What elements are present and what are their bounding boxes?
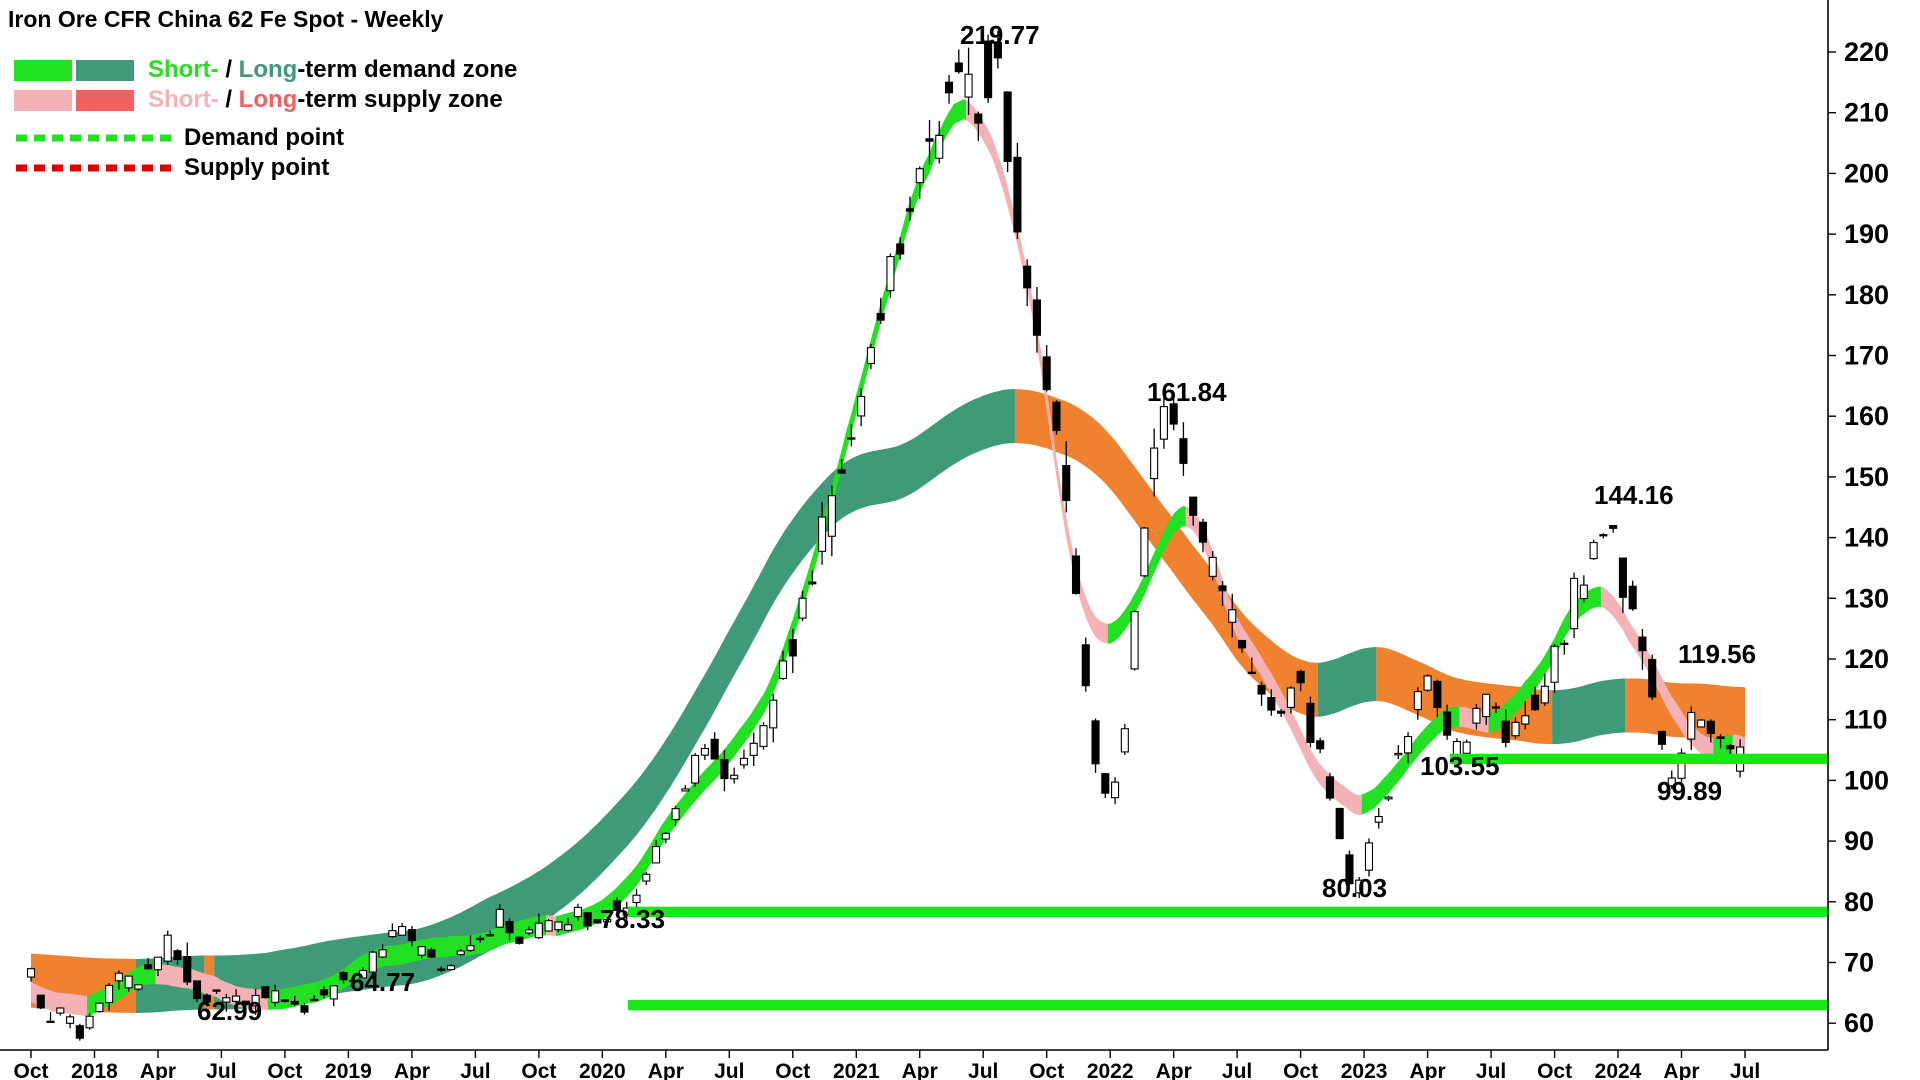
svg-text:110: 110	[1844, 705, 1888, 735]
svg-text:2021: 2021	[833, 1060, 880, 1080]
svg-text:160: 160	[1844, 401, 1889, 431]
svg-text:Jul: Jul	[460, 1060, 490, 1080]
svg-text:Oct: Oct	[267, 1060, 302, 1080]
svg-text:144.16: 144.16	[1594, 480, 1674, 510]
svg-text:120: 120	[1844, 644, 1889, 674]
svg-text:Apr: Apr	[1663, 1060, 1699, 1080]
svg-text:Jul: Jul	[206, 1060, 236, 1080]
svg-text:Jul: Jul	[1476, 1060, 1506, 1080]
svg-text:Apr: Apr	[394, 1060, 430, 1080]
svg-text:Jul: Jul	[1730, 1060, 1760, 1080]
svg-text:190: 190	[1844, 219, 1889, 249]
svg-text:119.56: 119.56	[1678, 639, 1756, 669]
svg-text:80.03: 80.03	[1322, 873, 1387, 903]
svg-text:100: 100	[1844, 765, 1889, 795]
svg-text:Oct: Oct	[1283, 1060, 1318, 1080]
svg-text:Jul: Jul	[714, 1060, 744, 1080]
svg-text:Jul: Jul	[1222, 1060, 1252, 1080]
svg-text:Oct: Oct	[1537, 1060, 1572, 1080]
svg-text:64.77: 64.77	[350, 967, 415, 997]
svg-text:180: 180	[1844, 280, 1889, 310]
svg-text:2018: 2018	[71, 1060, 118, 1080]
svg-text:Oct: Oct	[775, 1060, 810, 1080]
svg-text:140: 140	[1844, 523, 1889, 553]
svg-text:2019: 2019	[325, 1060, 372, 1080]
svg-text:60: 60	[1844, 1008, 1874, 1038]
svg-text:130: 130	[1844, 583, 1889, 613]
svg-text:2020: 2020	[579, 1060, 626, 1080]
svg-text:200: 200	[1844, 158, 1889, 188]
svg-text:80: 80	[1844, 887, 1874, 917]
svg-text:Apr: Apr	[902, 1060, 938, 1080]
svg-text:2024: 2024	[1595, 1060, 1642, 1080]
svg-text:220: 220	[1844, 37, 1889, 67]
svg-text:78.33: 78.33	[600, 904, 665, 934]
svg-text:Apr: Apr	[140, 1060, 176, 1080]
svg-text:Oct: Oct	[13, 1060, 48, 1080]
svg-text:Oct: Oct	[521, 1060, 556, 1080]
svg-text:2023: 2023	[1341, 1060, 1388, 1080]
svg-text:Apr: Apr	[1156, 1060, 1192, 1080]
svg-text:90: 90	[1844, 826, 1874, 856]
svg-text:2022: 2022	[1087, 1060, 1134, 1080]
svg-text:Apr: Apr	[1410, 1060, 1446, 1080]
svg-text:70: 70	[1844, 948, 1874, 978]
svg-text:103.55: 103.55	[1420, 751, 1500, 781]
svg-text:Jul: Jul	[968, 1060, 998, 1080]
svg-text:219.77: 219.77	[960, 20, 1040, 50]
svg-text:Apr: Apr	[648, 1060, 684, 1080]
svg-text:150: 150	[1844, 462, 1889, 492]
svg-text:161.84: 161.84	[1147, 377, 1227, 407]
svg-text:99.89: 99.89	[1657, 776, 1722, 806]
svg-text:62.99: 62.99	[197, 996, 262, 1026]
svg-text:170: 170	[1844, 341, 1889, 371]
svg-text:Oct: Oct	[1029, 1060, 1064, 1080]
svg-text:210: 210	[1844, 98, 1889, 128]
